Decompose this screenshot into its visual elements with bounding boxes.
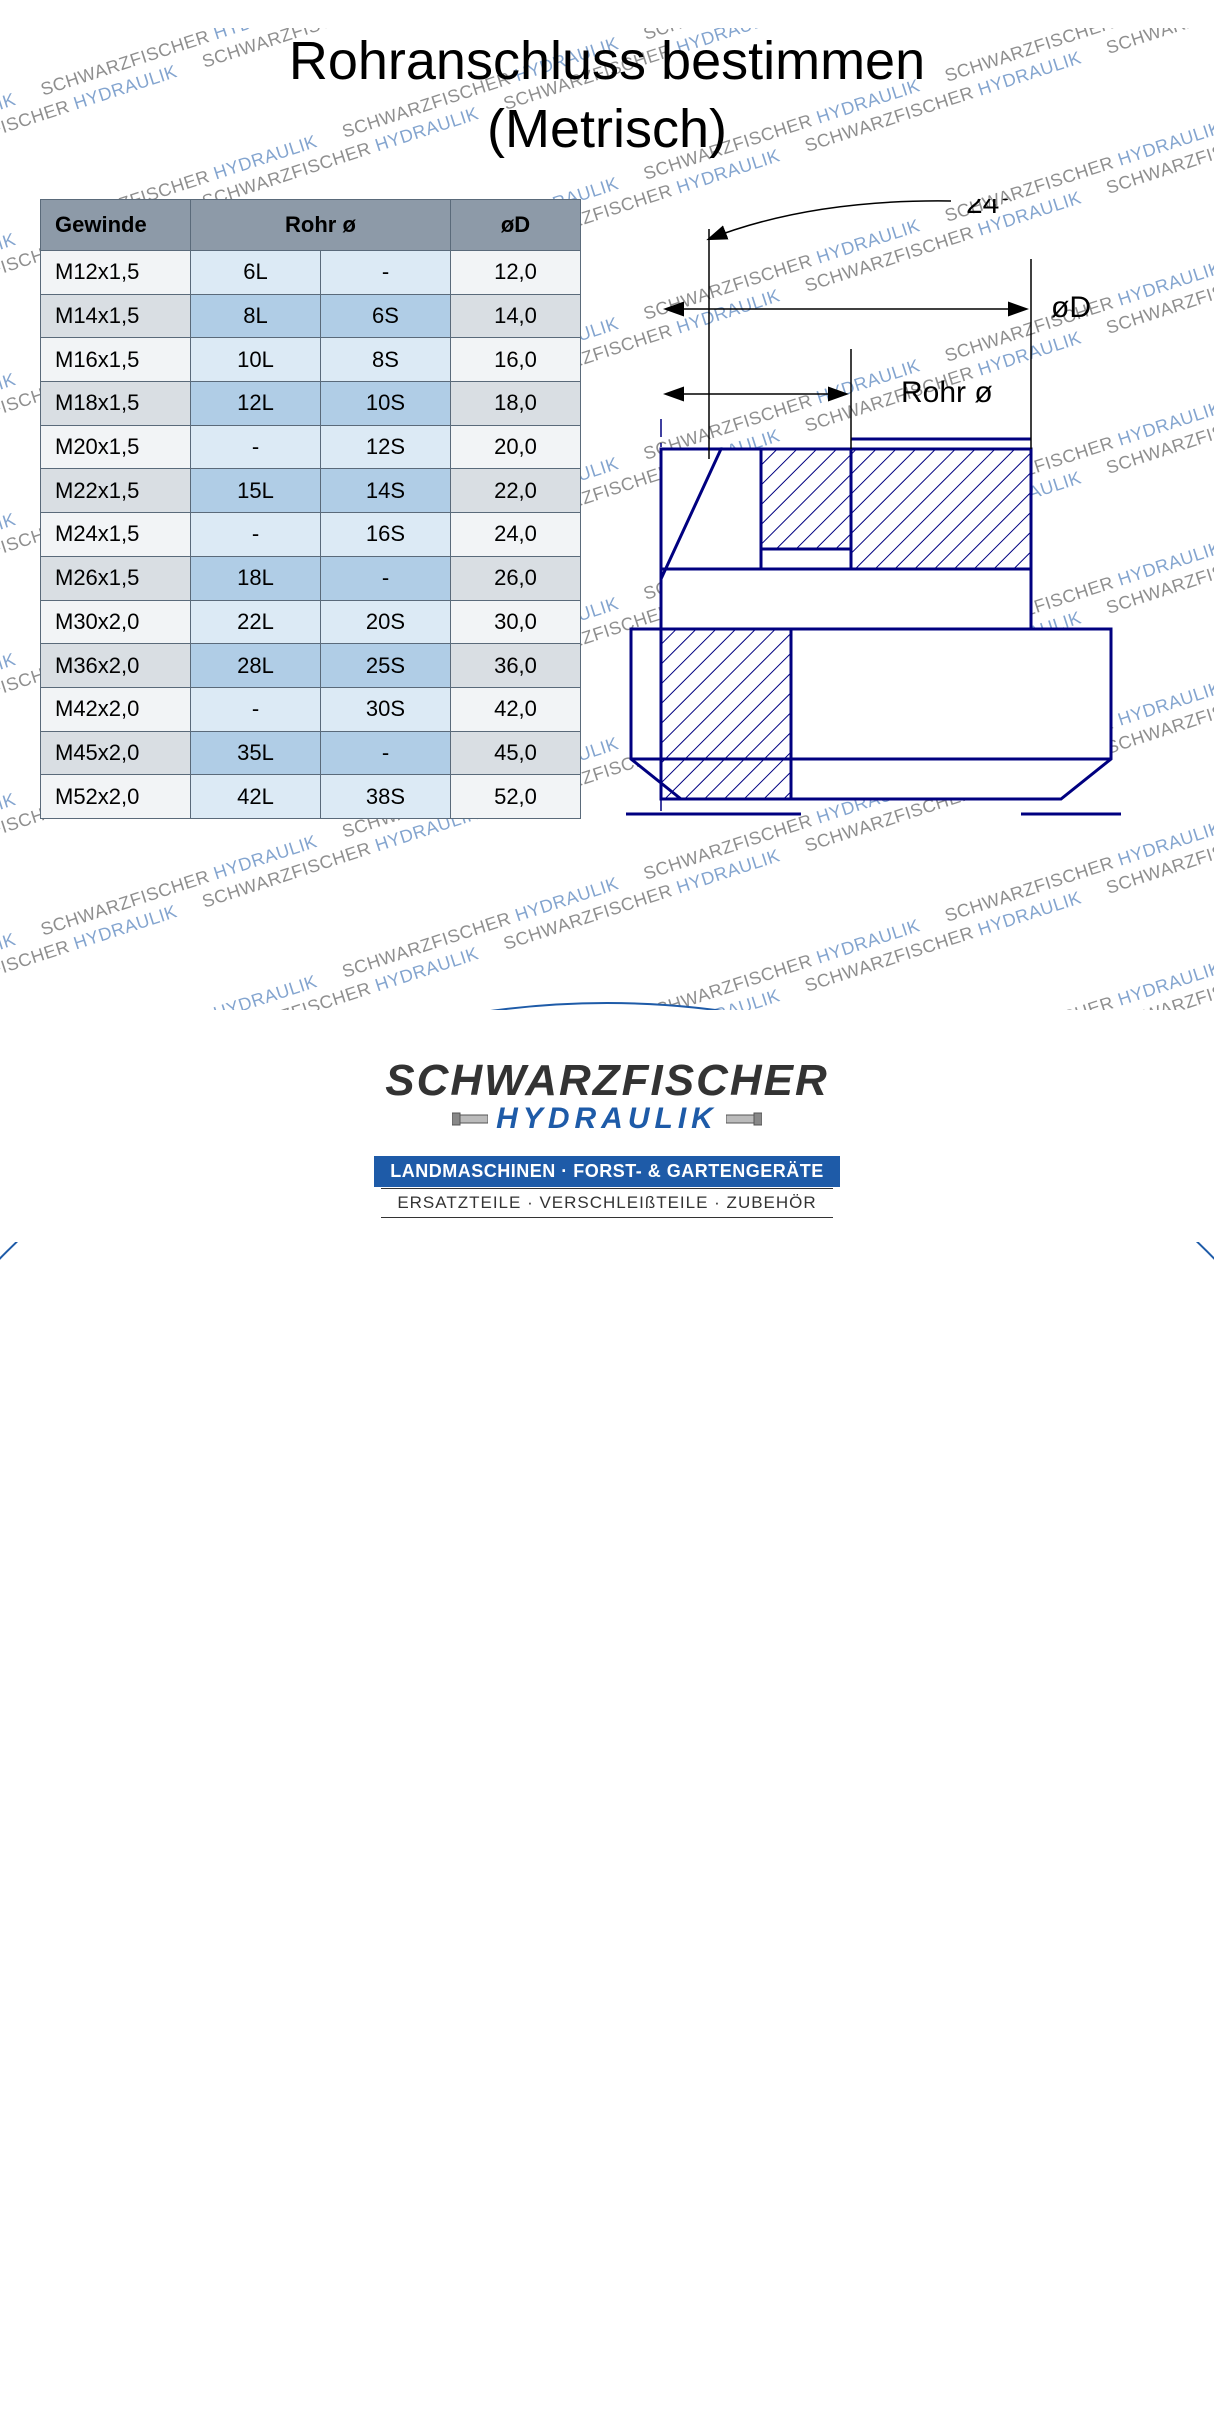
cell-d: 42,0	[451, 687, 581, 731]
cell-l: -	[191, 425, 321, 469]
table-row: M45x2,035L-45,0	[41, 731, 581, 775]
table-row: M20x1,5-12S20,0	[41, 425, 581, 469]
fitting-icon-right	[726, 1109, 762, 1129]
cell-d: 26,0	[451, 556, 581, 600]
logo-sub-row: HYDRAULIK	[0, 1102, 1214, 1136]
cell-gewinde: M14x1,5	[41, 294, 191, 338]
fitting-diagram: 24° øD Rohr ø	[591, 199, 1151, 819]
cell-gewinde: M52x2,0	[41, 775, 191, 819]
cell-l: 35L	[191, 731, 321, 775]
page-title: Rohranschluss bestimmen (Metrisch)	[0, 28, 1214, 163]
banner-1: LANDMASCHINEN · FORST- & GARTENGERÄTE	[374, 1156, 840, 1187]
th-rohr: Rohr ø	[191, 200, 451, 251]
cell-s: 16S	[321, 513, 451, 557]
cell-s: 30S	[321, 687, 451, 731]
cell-s: 8S	[321, 338, 451, 382]
footer: SCHWARZFISCHER HYDRAULIK LANDMASCHINEN ·…	[0, 1010, 1214, 1242]
cell-gewinde: M22x1,5	[41, 469, 191, 513]
cell-gewinde: M42x2,0	[41, 687, 191, 731]
table-row: M16x1,510L8S16,0	[41, 338, 581, 382]
cell-l: 15L	[191, 469, 321, 513]
rohr-label: Rohr ø	[901, 376, 993, 409]
cell-d: 18,0	[451, 382, 581, 426]
table-row: M30x2,022L20S30,0	[41, 600, 581, 644]
table-row: M26x1,518L-26,0	[41, 556, 581, 600]
cell-gewinde: M36x2,0	[41, 644, 191, 688]
cell-l: 6L	[191, 251, 321, 295]
cell-gewinde: M20x1,5	[41, 425, 191, 469]
thread-table: Gewinde Rohr ø øD M12x1,56L-12,0M14x1,58…	[40, 199, 581, 819]
table-row: M42x2,0-30S42,0	[41, 687, 581, 731]
title-line1: Rohranschluss bestimmen	[289, 31, 925, 91]
cell-d: 30,0	[451, 600, 581, 644]
table-row: M14x1,58L6S14,0	[41, 294, 581, 338]
cell-d: 22,0	[451, 469, 581, 513]
cell-gewinde: M26x1,5	[41, 556, 191, 600]
cell-d: 16,0	[451, 338, 581, 382]
logo-main: SCHWARZFISCHER	[0, 1056, 1214, 1106]
cell-s: 25S	[321, 644, 451, 688]
table-row: M18x1,512L10S18,0	[41, 382, 581, 426]
cell-s: 14S	[321, 469, 451, 513]
cell-gewinde: M18x1,5	[41, 382, 191, 426]
cell-d: 24,0	[451, 513, 581, 557]
th-gewinde: Gewinde	[41, 200, 191, 251]
cell-l: 22L	[191, 600, 321, 644]
table-row: M12x1,56L-12,0	[41, 251, 581, 295]
cell-s: -	[321, 731, 451, 775]
cell-s: -	[321, 251, 451, 295]
cell-l: 18L	[191, 556, 321, 600]
title-line2: (Metrisch)	[487, 99, 727, 159]
cell-l: 8L	[191, 294, 321, 338]
cell-d: 20,0	[451, 425, 581, 469]
th-d: øD	[451, 200, 581, 251]
fitting-icon-left	[452, 1109, 488, 1129]
cell-d: 45,0	[451, 731, 581, 775]
cell-gewinde: M45x2,0	[41, 731, 191, 775]
table-row: M36x2,028L25S36,0	[41, 644, 581, 688]
cell-s: 20S	[321, 600, 451, 644]
cell-gewinde: M24x1,5	[41, 513, 191, 557]
table-row: M24x1,5-16S24,0	[41, 513, 581, 557]
cell-gewinde: M16x1,5	[41, 338, 191, 382]
cell-s: -	[321, 556, 451, 600]
d-label: øD	[1051, 291, 1091, 324]
cell-s: 38S	[321, 775, 451, 819]
cell-l: 28L	[191, 644, 321, 688]
logo-sub-text: HYDRAULIK	[496, 1102, 718, 1136]
cell-l: -	[191, 513, 321, 557]
cell-d: 36,0	[451, 644, 581, 688]
cell-s: 10S	[321, 382, 451, 426]
cell-l: 42L	[191, 775, 321, 819]
cell-s: 12S	[321, 425, 451, 469]
cell-gewinde: M12x1,5	[41, 251, 191, 295]
cell-l: 12L	[191, 382, 321, 426]
cell-gewinde: M30x2,0	[41, 600, 191, 644]
cell-l: -	[191, 687, 321, 731]
table-row: M22x1,515L14S22,0	[41, 469, 581, 513]
cell-d: 14,0	[451, 294, 581, 338]
table-row: M52x2,042L38S52,0	[41, 775, 581, 819]
cell-d: 12,0	[451, 251, 581, 295]
cell-d: 52,0	[451, 775, 581, 819]
cell-l: 10L	[191, 338, 321, 382]
cell-s: 6S	[321, 294, 451, 338]
angle-label: 24°	[966, 199, 1011, 220]
